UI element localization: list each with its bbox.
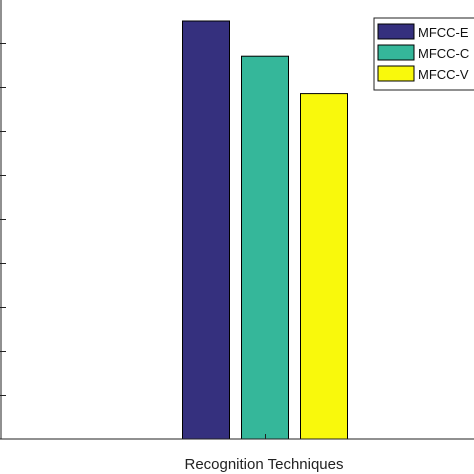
bar-mfcc-e (182, 20, 230, 440)
legend-swatch (377, 44, 415, 61)
legend: MFCC-E MFCC-C MFCC-V (373, 17, 474, 91)
legend-swatch (377, 65, 415, 82)
legend-label: MFCC-C (418, 46, 469, 61)
bar-mfcc-c (241, 55, 289, 440)
legend-label: MFCC-E (418, 25, 469, 40)
bar-mfcc-v (300, 93, 348, 440)
bars-group (182, 20, 348, 440)
legend-label: MFCC-V (418, 67, 469, 82)
axes-group (0, 0, 474, 440)
legend-swatch (377, 23, 415, 40)
x-axis-label: Recognition Techniques (184, 456, 343, 473)
